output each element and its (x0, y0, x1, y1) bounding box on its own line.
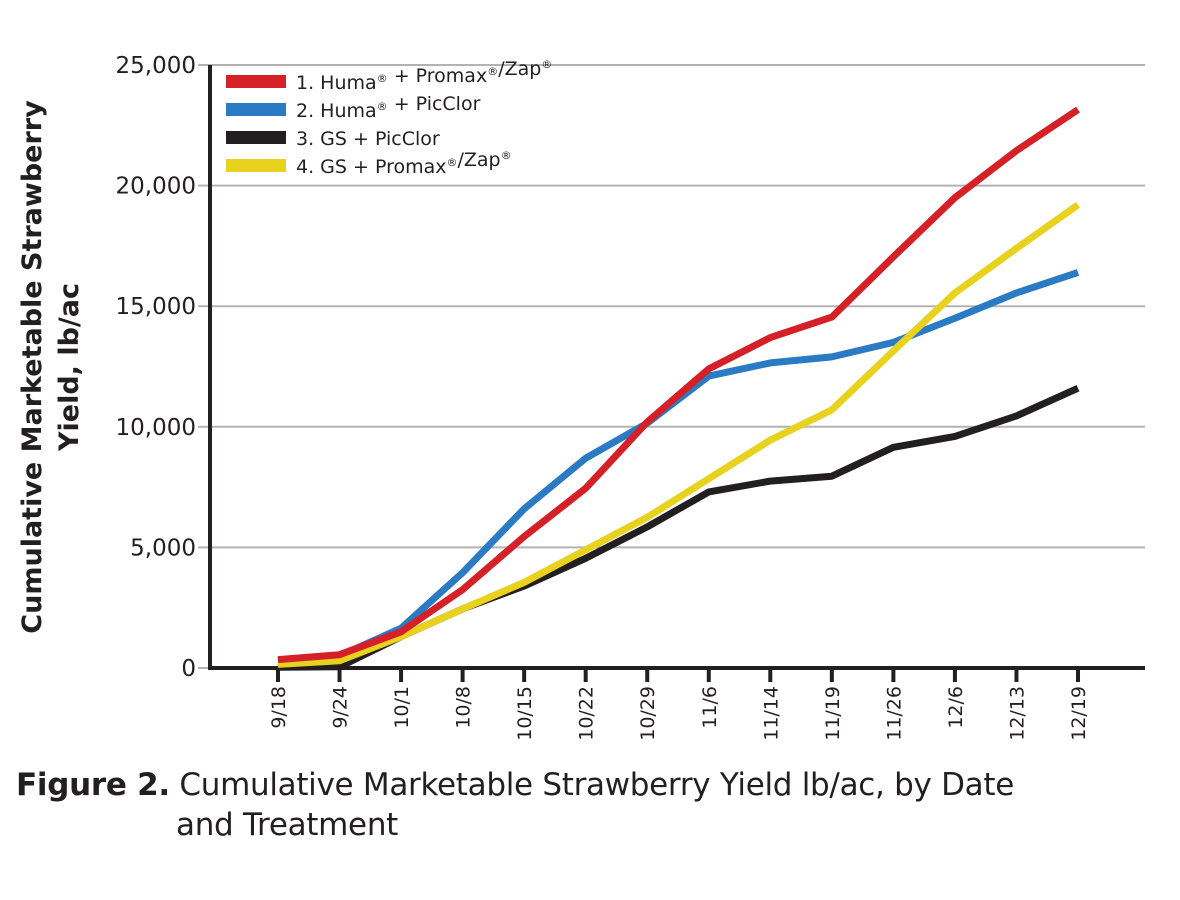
series-lines (277, 106, 1081, 671)
y-tick-label: 5,000 (130, 535, 196, 561)
figure-number: Figure 2. (16, 767, 170, 803)
x-axis-ticks: 9/18 9/24 10/1 10/8 10/15 10/22 10/29 11/6 11/14… (268, 668, 1090, 741)
legend-swatch-3 (226, 131, 286, 144)
y-axis-label-line-1: Cumulative Marketable Strawberry (17, 100, 48, 634)
legend-label-1: 1. Huma® + Promax®/Zap® (296, 58, 552, 94)
x-tick-label: 11/26 (883, 686, 905, 741)
x-tick-label: 11/6 (699, 686, 721, 729)
legend-label-4: 4. GS + Promax®/Zap® (296, 149, 512, 178)
y-tick-label: 15,000 (116, 294, 196, 320)
x-tick-label: 11/14 (760, 686, 782, 741)
x-tick-label: 12/6 (945, 686, 967, 729)
x-tick-label: 9/24 (330, 686, 352, 729)
legend-swatch-4 (226, 159, 286, 172)
x-tick-label: 10/22 (576, 686, 598, 741)
caption-text-line-1: Cumulative Marketable Strawberry Yield l… (169, 767, 1014, 803)
y-axis-ticks: 0 5,000 10,000 15,000 20,000 25,000 (116, 53, 210, 682)
series-line-3 (277, 385, 1080, 671)
x-tick-label: 9/18 (268, 686, 290, 729)
series-line-1 (277, 106, 1080, 664)
y-axis-label: Cumulative Marketable Strawberry Yield, … (17, 100, 85, 634)
x-tick-label: 10/1 (391, 686, 413, 729)
caption-text-line-2: and Treatment (176, 807, 399, 843)
y-tick-label: 10,000 (116, 415, 196, 441)
legend-swatch-1 (226, 75, 286, 88)
legend-label-3: 3. GS + PicClor (296, 128, 440, 150)
legend: 1. Huma® + Promax®/Zap®2. Huma® + PicClo… (226, 58, 552, 178)
y-tick-label: 20,000 (116, 174, 196, 200)
x-tick-label: 10/29 (637, 686, 659, 741)
legend-label-2: 2. Huma® + PicClor (296, 93, 481, 122)
legend-swatch-2 (226, 103, 286, 116)
x-tick-label: 12/13 (1006, 686, 1028, 741)
y-tick-label: 0 (181, 656, 196, 682)
y-axis-label-line-2: Yield, lb/ac (54, 283, 85, 452)
series-line-4 (277, 202, 1081, 668)
x-tick-label: 10/8 (453, 686, 475, 729)
x-tick-label: 10/15 (514, 686, 536, 741)
x-tick-label: 12/19 (1068, 686, 1090, 741)
x-tick-label: 11/19 (822, 686, 844, 741)
figure-caption: Figure 2. Cumulative Marketable Strawber… (16, 765, 1156, 845)
y-tick-label: 25,000 (116, 53, 196, 79)
series-line-2 (277, 269, 1080, 665)
